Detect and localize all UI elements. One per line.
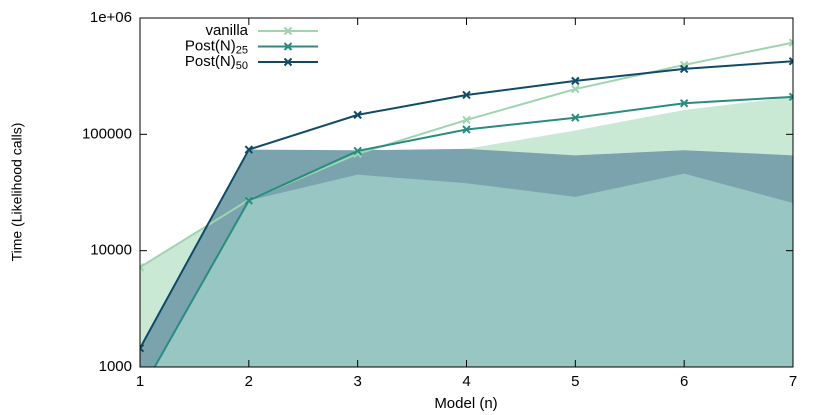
point-marker [244,196,254,205]
y-axis-label: Time (Likelihood calls) [9,123,25,262]
point-marker [679,64,689,74]
point-marker [353,146,362,156]
point-marker [788,38,793,47]
point-marker [140,344,145,353]
x-tick-label: 1 [136,373,144,390]
y-tick-label: 10000 [90,242,132,259]
legend-subscript: 50 [236,60,248,72]
x-tick-label: 5 [571,373,579,390]
legend-label: Post(N)50 [185,53,248,72]
point-marker [788,92,793,102]
legend-name: Post(N) [185,37,236,54]
x-tick-label: 7 [789,373,797,390]
point-marker [571,76,580,86]
lines [137,38,793,396]
legend-name: vanilla [205,22,248,39]
legend-label: vanilla [205,22,248,39]
x-tick-label: 6 [680,373,688,390]
legend-marker [283,26,293,36]
y-tick-label: 100000 [82,125,132,142]
legend-subscript: 25 [236,44,248,56]
x-tick-label: 2 [245,373,253,390]
x-axis-label: Model (n) [434,395,497,412]
bands [140,96,793,367]
x-tick-label: 3 [353,373,361,390]
x-tick-label: 4 [462,373,470,390]
point-marker [462,115,471,125]
point-marker [679,99,689,108]
band-area [154,173,793,367]
point-marker [140,263,145,272]
point-marker [137,389,144,396]
point-marker [571,84,580,94]
point-marker [353,110,362,120]
legend-name: Post(N) [185,53,236,70]
legend-label: Post(N)25 [185,37,248,56]
point-marker [571,113,580,122]
point-marker [462,90,471,100]
point-marker [788,57,793,66]
legend-marker [283,42,293,51]
y-tick-label: 1e+06 [90,9,132,26]
legend-marker [283,57,293,67]
point-marker [462,125,471,134]
y-tick-label: 1000 [99,358,132,375]
point-marker [244,145,254,154]
